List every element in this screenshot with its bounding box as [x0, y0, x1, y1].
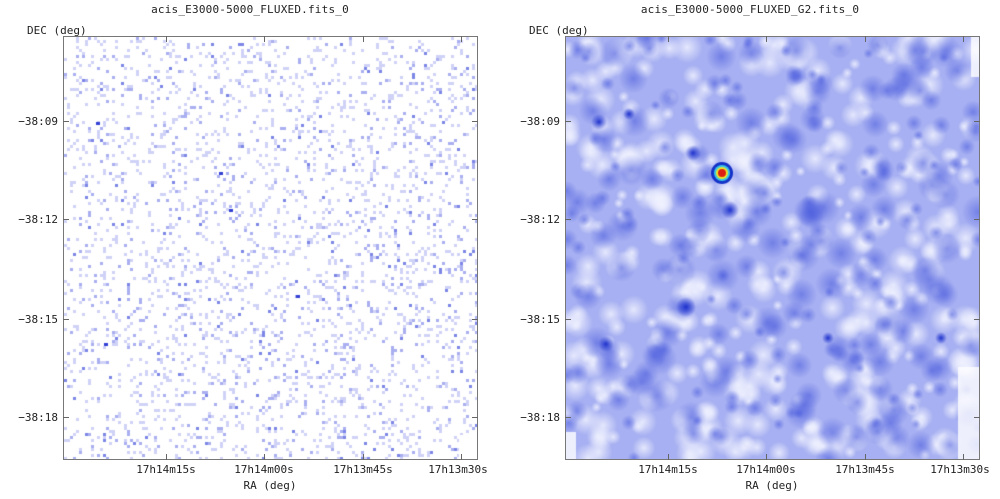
x-tick [865, 36, 866, 42]
x-axis-label: RA (deg) [745, 479, 799, 492]
x-tick [363, 454, 364, 460]
x-tick-label: 17h14m15s [638, 463, 698, 476]
x-tick [963, 454, 964, 460]
smoothed-image-canvas[interactable] [566, 37, 979, 459]
y-tick [63, 417, 69, 418]
y-tick-label: −38:15 [18, 313, 58, 326]
y-tick [472, 219, 478, 220]
raw-image-canvas[interactable] [64, 37, 477, 459]
y-tick [472, 121, 478, 122]
x-tick-label: 17h14m15s [136, 463, 196, 476]
y-tick [63, 121, 69, 122]
x-tick [264, 36, 265, 42]
y-tick [63, 319, 69, 320]
y-tick [472, 319, 478, 320]
y-axis-label: DEC (deg) [529, 24, 589, 37]
y-tick-label: −38:18 [18, 411, 58, 424]
y-tick-label: −38:12 [18, 213, 58, 226]
raw-image-panel: acis_E3000-5000_FLUXED.fits_0 DEC (deg) … [18, 3, 488, 492]
x-tick [766, 454, 767, 460]
image-plot-area[interactable] [565, 36, 980, 460]
y-tick-label: −38:09 [520, 115, 560, 128]
x-tick [668, 36, 669, 42]
x-tick-label: 17h13m30s [930, 463, 990, 476]
y-tick [565, 417, 571, 418]
y-axis-label: DEC (deg) [27, 24, 87, 37]
image-plot-area[interactable] [63, 36, 478, 460]
x-tick-label: 17h14m00s [234, 463, 294, 476]
panel-title: acis_E3000-5000_FLUXED.fits_0 [151, 3, 349, 16]
x-tick [166, 454, 167, 460]
x-tick [963, 36, 964, 42]
y-tick [974, 319, 980, 320]
x-axis-label: RA (deg) [243, 479, 297, 492]
x-tick-label: 17h13m45s [835, 463, 895, 476]
y-tick [974, 219, 980, 220]
x-tick [766, 36, 767, 42]
y-tick-label: −38:18 [520, 411, 560, 424]
y-tick [974, 417, 980, 418]
x-tick [363, 36, 364, 42]
x-tick [264, 454, 265, 460]
x-tick [461, 454, 462, 460]
x-tick-label: 17h13m30s [428, 463, 488, 476]
x-tick [668, 454, 669, 460]
smoothed-image-panel: acis_E3000-5000_FLUXED_G2.fits_0 DEC (de… [500, 0, 1000, 499]
x-tick [865, 454, 866, 460]
y-tick-label: −38:09 [18, 115, 58, 128]
y-tick [565, 219, 571, 220]
y-tick-label: −38:15 [520, 313, 560, 326]
y-tick [63, 219, 69, 220]
y-tick-label: −38:12 [520, 213, 560, 226]
y-tick [565, 319, 571, 320]
x-tick [461, 36, 462, 42]
x-tick [166, 36, 167, 42]
x-tick-label: 17h13m45s [333, 463, 393, 476]
panel-title: acis_E3000-5000_FLUXED_G2.fits_0 [640, 3, 860, 16]
x-tick-label: 17h14m00s [736, 463, 796, 476]
y-tick [565, 121, 571, 122]
y-tick [472, 417, 478, 418]
y-tick [974, 121, 980, 122]
